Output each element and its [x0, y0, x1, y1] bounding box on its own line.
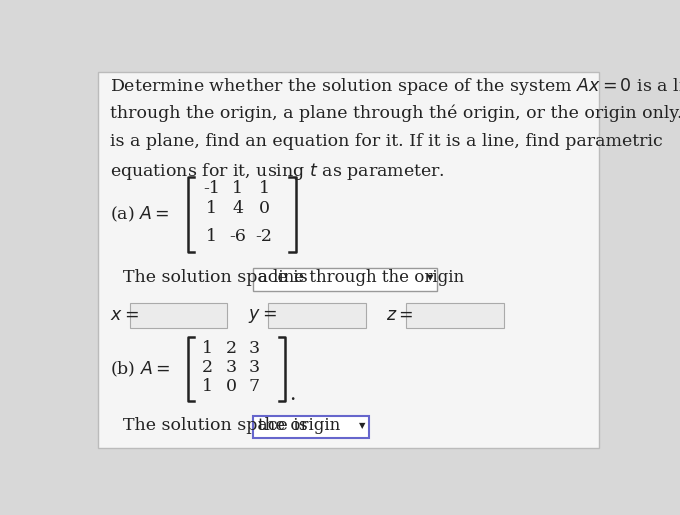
Text: 3: 3: [249, 340, 260, 357]
Text: .: .: [289, 385, 295, 404]
Text: 7: 7: [249, 379, 260, 396]
Text: a line through the origin: a line through the origin: [258, 269, 464, 286]
Text: The solution space is: The solution space is: [123, 417, 307, 434]
Text: 1: 1: [233, 180, 243, 197]
FancyBboxPatch shape: [252, 268, 437, 290]
FancyBboxPatch shape: [252, 416, 369, 438]
Text: Determine whether the solution space of the system $Ax=0$ is a line: Determine whether the solution space of …: [110, 76, 680, 97]
Text: 4: 4: [233, 200, 243, 217]
Text: $x=$: $x=$: [110, 307, 139, 324]
Text: 2: 2: [225, 340, 237, 357]
Text: 1: 1: [206, 228, 217, 245]
Text: The solution space is: The solution space is: [123, 269, 307, 286]
Text: the origin: the origin: [258, 417, 340, 434]
Text: (a) $A=$: (a) $A=$: [110, 205, 170, 224]
Text: 2: 2: [202, 358, 214, 375]
Text: 1: 1: [206, 200, 217, 217]
Text: -2: -2: [256, 228, 273, 245]
Text: 1: 1: [258, 180, 270, 197]
Text: $y=$: $y=$: [248, 306, 277, 324]
Text: ▼: ▼: [428, 273, 434, 282]
FancyBboxPatch shape: [98, 72, 599, 449]
Text: -1: -1: [203, 180, 220, 197]
Text: through the origin, a plane through thé origin, or the origin only. If it: through the origin, a plane through thé …: [110, 104, 680, 122]
Text: 0: 0: [226, 379, 237, 396]
Text: is a plane, find an equation for it. If it is a line, find parametric: is a plane, find an equation for it. If …: [110, 133, 663, 150]
Text: (b) $A=$: (b) $A=$: [110, 359, 171, 379]
FancyBboxPatch shape: [130, 303, 227, 328]
Text: $z=$: $z=$: [386, 307, 413, 324]
Text: equations for it, using $t$ as parameter.: equations for it, using $t$ as parameter…: [110, 161, 445, 182]
Text: 3: 3: [249, 358, 260, 375]
Text: 3: 3: [225, 358, 237, 375]
Text: -6: -6: [229, 228, 246, 245]
FancyBboxPatch shape: [407, 303, 504, 328]
Text: ▼: ▼: [359, 421, 365, 431]
Text: 1: 1: [202, 340, 214, 357]
Text: 1: 1: [202, 379, 214, 396]
FancyBboxPatch shape: [269, 303, 366, 328]
Text: 0: 0: [258, 200, 270, 217]
